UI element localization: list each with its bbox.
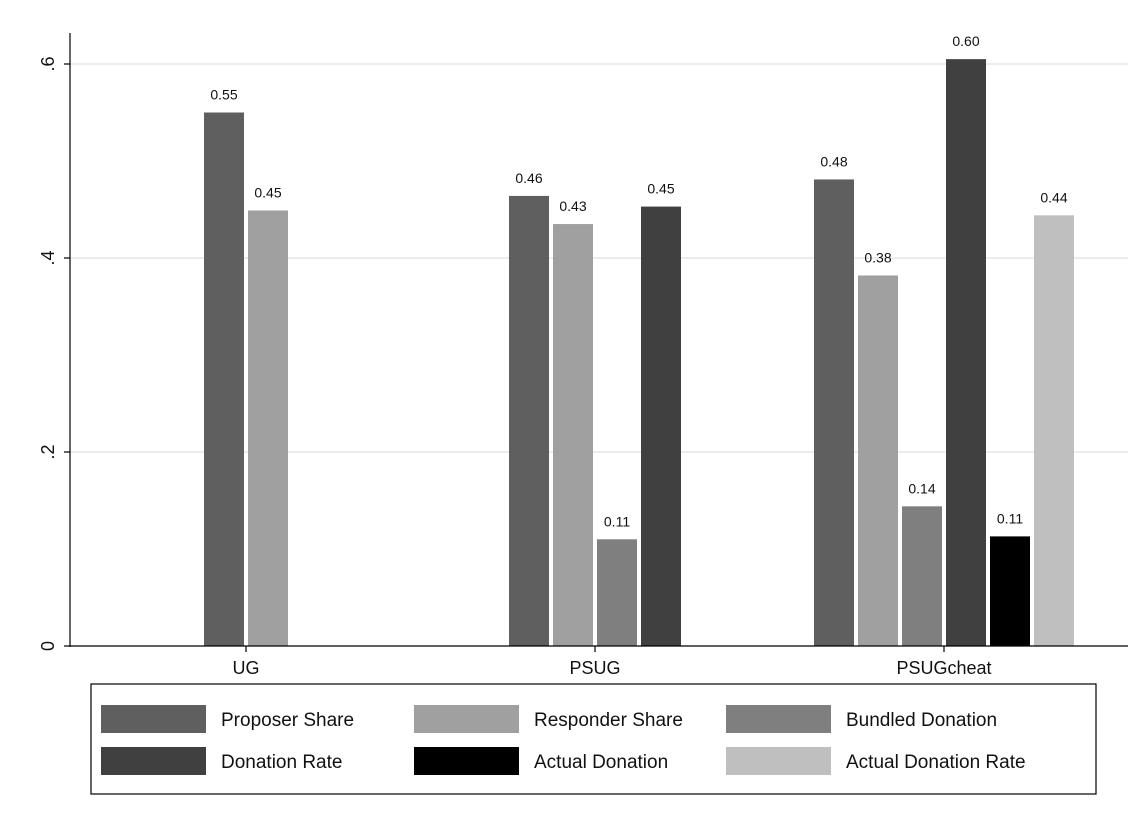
x-tick-label: PSUGcheat — [896, 658, 991, 678]
bar-bundled-donation-psug — [597, 539, 637, 646]
data-label: 0.11 — [604, 513, 630, 529]
legend-swatch-bundled-donation — [726, 705, 831, 733]
data-label: 0.11 — [997, 510, 1023, 526]
data-label: 0.45 — [254, 184, 281, 200]
data-label: 0.43 — [559, 198, 586, 214]
legend: Proposer Share Responder Share Bundled Don… — [90, 683, 1097, 795]
legend-label: Proposer Share — [221, 710, 354, 731]
data-label: 0.46 — [515, 170, 542, 186]
bar-bundled-donation-psugcheat — [902, 506, 942, 646]
data-label: 0.60 — [952, 33, 979, 49]
y-tick-label: .6 — [38, 56, 58, 71]
bar-responder-share-psugcheat — [858, 275, 898, 646]
x-tick-label: UG — [233, 658, 260, 678]
data-label: 0.55 — [210, 87, 237, 103]
bar-responder-share-psug — [553, 224, 593, 647]
data-label: 0.14 — [908, 480, 935, 496]
bars — [204, 59, 1074, 647]
legend-swatch-donation-rate — [101, 747, 206, 775]
legend-label: Actual Donation Rate — [846, 752, 1026, 773]
data-label: 0.38 — [864, 249, 891, 265]
legend-box — [90, 683, 1097, 795]
data-label: 0.48 — [820, 153, 847, 169]
bar-proposer-share-psug — [509, 195, 549, 647]
bar-donation-rate-psugcheat — [946, 59, 986, 646]
bar-proposer-share-psugcheat — [814, 179, 854, 646]
legend-swatch-actual-donation — [414, 747, 519, 775]
bar-donation-rate-psug — [641, 206, 681, 646]
bar-proposer-share-ug — [204, 112, 244, 646]
bar-actual-donation-rate-psugcheat — [1034, 215, 1074, 646]
bar-responder-share-ug — [248, 210, 288, 646]
bar-actual-donation-psugcheat — [990, 536, 1030, 646]
legend-swatch-responder-share — [414, 705, 519, 733]
data-label: 0.44 — [1040, 189, 1067, 205]
y-tick-label: .2 — [38, 444, 58, 459]
legend-label: Responder Share — [534, 710, 683, 731]
legend-swatch-actual-donation-rate — [726, 747, 831, 775]
data-label: 0.45 — [647, 181, 674, 197]
y-tick-label: 0 — [38, 641, 58, 651]
legend-swatch-proposer-share — [101, 705, 206, 733]
x-tick-label: PSUG — [569, 658, 620, 678]
axes: 0 .2 .4 .6 UG PSUG PSUGcheat — [38, 33, 1128, 678]
legend-label: Donation Rate — [221, 752, 342, 773]
legend-label: Bundled Donation — [846, 710, 997, 731]
y-tick-label: .4 — [38, 250, 58, 265]
legend-label: Actual Donation — [534, 752, 668, 773]
data-labels: 0.55 0.45 0.46 0.43 0.11 0.45 0.48 0.38 0.14 0.60… — [210, 33, 1067, 529]
